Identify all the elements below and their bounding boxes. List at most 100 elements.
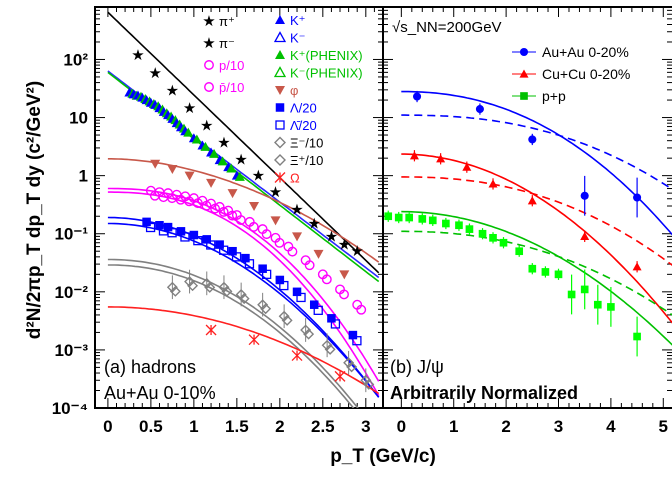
data-point	[201, 200, 212, 211]
legend-label: Ω	[290, 171, 300, 186]
data-point	[488, 179, 498, 188]
data-point: ★	[148, 65, 161, 82]
x-tick-label: 4	[606, 417, 616, 436]
data-point	[218, 206, 229, 217]
data-point	[244, 259, 255, 269]
legend-marker: ★	[202, 13, 215, 30]
data-point	[632, 262, 642, 271]
legend-label: π⁻	[219, 36, 235, 51]
data-point	[193, 236, 203, 246]
legend-marker	[275, 120, 285, 130]
panel-b-sublabel: Arbitrarily Normalized	[390, 383, 578, 403]
data-point	[205, 324, 217, 336]
data-point	[219, 245, 229, 255]
data-point: ★	[338, 237, 351, 254]
data-point	[313, 305, 323, 315]
data-point	[633, 332, 641, 341]
data-point	[455, 221, 463, 230]
x-tick-label: 3	[554, 417, 563, 436]
legend-label: Λ/20	[290, 101, 317, 116]
legend-label: K⁺	[290, 13, 306, 28]
data-point	[334, 370, 346, 382]
data-point	[231, 252, 242, 262]
legend-label: Au+Au 0-20%	[542, 44, 629, 60]
data-point: ★	[217, 135, 230, 152]
x-tick-label: 0	[103, 417, 112, 436]
panel-b-legend: Au+Au 0-20% Cu+Cu 0-20% p+p	[512, 44, 630, 104]
data-point	[593, 300, 602, 309]
data-point	[352, 336, 362, 346]
data-point	[217, 156, 228, 166]
data-point	[261, 269, 272, 279]
data-point	[261, 229, 272, 240]
data-point	[191, 134, 202, 144]
legend-marker	[273, 66, 287, 78]
pion-fit-curve	[107, 11, 380, 274]
data-point	[541, 268, 550, 276]
legend-label: K⁻(PHENIX)	[290, 66, 363, 81]
data-point: ★	[290, 202, 303, 219]
data-point	[145, 222, 156, 233]
data-point	[554, 270, 563, 279]
data-point	[202, 235, 212, 244]
xi-fit-curve	[107, 258, 359, 408]
data-point	[413, 92, 422, 101]
data-point: ★	[166, 83, 179, 100]
y-axis-title: d²N/2πp_T dp_T dy (c²/GeV²)	[24, 81, 45, 339]
data-point	[274, 237, 285, 248]
lambda-fit-curve	[107, 216, 380, 398]
energy-label: √s_NN=200GeV	[392, 19, 502, 36]
legend-label: Ξ⁺/10	[290, 153, 323, 168]
pp-fit-curve	[401, 210, 672, 346]
antilambda-fit-curve	[107, 222, 380, 398]
x-tick-label: 3	[361, 417, 370, 436]
legend-marker: ★	[202, 35, 215, 52]
data-point	[142, 217, 151, 227]
data-point: ★	[183, 100, 196, 117]
data-point	[150, 159, 161, 169]
x-tick-label: 2.5	[311, 417, 335, 436]
data-point	[567, 290, 576, 299]
data-point	[428, 216, 437, 225]
auau-ref-curve	[401, 114, 672, 191]
panel-a-markers: ★★★★★★★★★★★★ ★ ★	[124, 47, 375, 393]
y-tick-label: 10⁻³	[54, 341, 88, 360]
data-point	[228, 246, 237, 256]
panel-a-label: (a) hadrons	[104, 357, 196, 377]
data-point	[296, 292, 306, 303]
data-point	[465, 225, 474, 233]
x-tick-label: 0	[397, 417, 406, 436]
legend-marker	[274, 154, 286, 166]
data-point	[580, 191, 589, 200]
legend-marker	[275, 50, 285, 59]
legend-label: p/10	[219, 58, 244, 73]
data-point	[356, 304, 367, 315]
data-point	[515, 247, 524, 256]
data-point	[206, 240, 216, 250]
data-point	[200, 141, 211, 151]
data-point	[409, 151, 419, 160]
legend-marker	[519, 47, 529, 57]
x-tick-label: 0.5	[139, 417, 163, 436]
panel-b-frame	[382, 6, 672, 409]
data-point	[210, 203, 221, 214]
data-point: ★	[307, 216, 320, 233]
legend-marker	[274, 172, 286, 183]
data-point	[248, 334, 260, 346]
legend-label: Λ̄/20	[290, 118, 317, 133]
auau-fit-curve	[401, 90, 672, 236]
data-point	[183, 127, 194, 137]
cucu-ref-curve	[401, 176, 672, 266]
panel-b-label: (b) J/ψ	[390, 357, 444, 377]
y-tick-label: 1	[79, 167, 88, 186]
data-point	[234, 171, 245, 181]
legend-label: p+p	[542, 88, 566, 104]
legend-label: Ξ⁻/10	[290, 136, 323, 151]
data-point	[580, 285, 589, 294]
data-point: ★	[252, 168, 265, 185]
data-point	[292, 287, 302, 297]
x-axis-title: p_T (GeV/c)	[330, 446, 436, 467]
data-point	[321, 274, 332, 285]
